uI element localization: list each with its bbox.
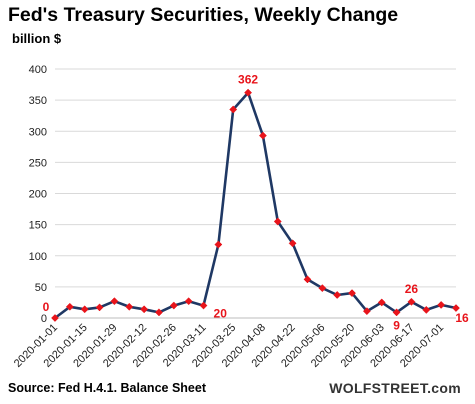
data-point-marker [288,239,297,248]
data-label: 9 [393,318,400,332]
data-point-marker [348,289,356,298]
series-lines [54,91,457,320]
data-point-marker [422,305,431,314]
data-point-marker [80,305,89,314]
y-tick-label: 250 [29,157,47,169]
data-point-marker [244,88,253,97]
data-point-marker [125,302,134,311]
data-point-marker [333,291,342,299]
data-point-marker [95,303,104,312]
data-point-marker [452,304,460,312]
data-point-marker [303,275,312,284]
data-point-marker [229,105,238,114]
source-note: Source: Fed H.4.1. Balance Sheet [8,381,206,395]
brand-watermark: WOLFSTREET.com [329,380,461,396]
data-label: 362 [238,73,258,87]
data-label: 16 [455,311,469,325]
y-tick-label: 400 [29,64,47,76]
data-point-marker [140,305,149,314]
y-axis-unit-label: billion $ [12,31,62,46]
y-tick-label: 200 [29,189,47,201]
data-label: 0 [43,300,50,314]
series-markers [51,88,460,322]
data-point-marker [407,297,416,306]
x-tick-labels: 2020-01-012020-01-152020-01-292020-02-12… [12,322,446,370]
data-point-marker [169,301,178,310]
data-point-marker [155,308,163,317]
data-point-marker [199,301,208,310]
data-point-marker [392,308,401,317]
data-labels: 0 20 362 9 26 16 [43,73,469,333]
y-tick-label: 300 [29,126,47,138]
data-point-marker [51,314,59,322]
data-point-marker [437,300,446,309]
data-point-marker [65,302,74,311]
y-tick-label: 100 [29,251,47,263]
y-tick-label: 150 [29,220,47,232]
data-label: 20 [214,307,228,321]
data-point-marker [377,298,386,307]
gridlines [55,68,456,319]
data-point-marker [214,240,223,249]
data-point-marker [258,131,267,140]
data-point-marker [362,307,371,316]
series-line-0 [54,91,457,320]
y-tick-labels: 0 50 100 150 200 250 300 350 400 [29,64,47,325]
data-label: 26 [405,282,419,296]
y-tick-label: 0 [41,313,47,325]
data-point-marker [273,217,282,226]
y-tick-label: 350 [29,95,47,107]
data-point-marker [110,297,119,306]
chart-title: Fed's Treasury Securities, Weekly Change [8,4,399,26]
data-point-marker [318,284,327,293]
data-point-marker [184,297,193,306]
y-tick-label: 50 [35,282,47,294]
